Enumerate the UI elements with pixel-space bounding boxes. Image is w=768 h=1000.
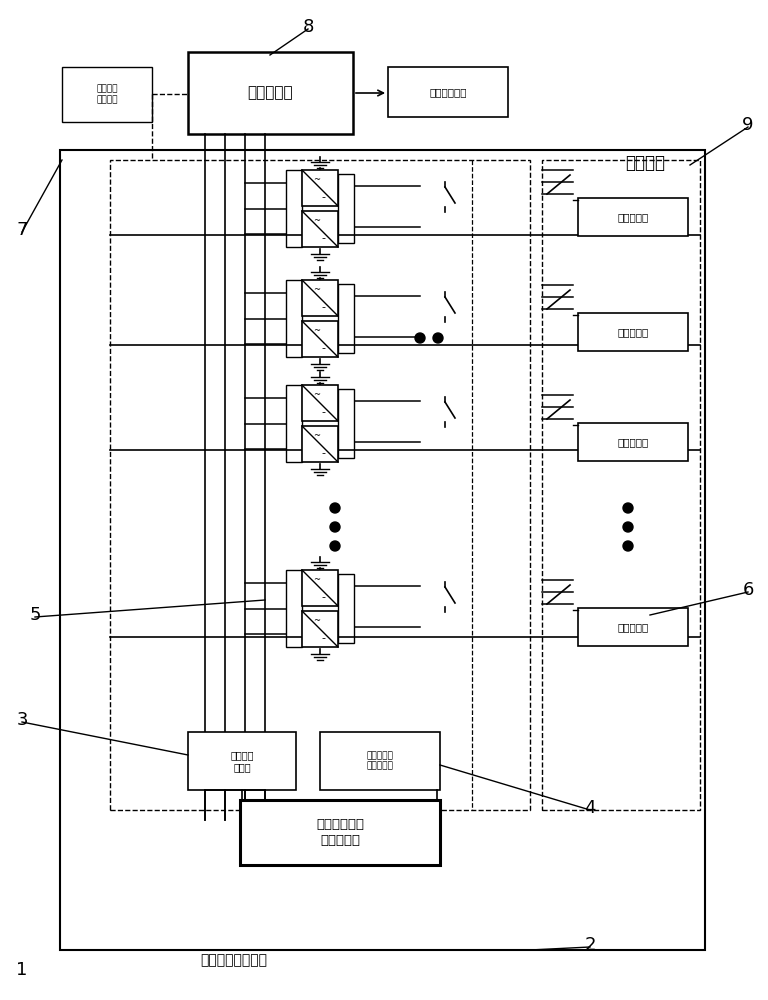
Circle shape [330, 503, 340, 513]
Text: 其他用电设备: 其他用电设备 [429, 87, 467, 97]
Text: -: - [322, 633, 326, 643]
Text: ~: ~ [313, 390, 320, 399]
Bar [338, 284, 354, 353]
Bar [240, 800, 440, 865]
Text: ~: ~ [313, 326, 320, 335]
Text: -: - [322, 407, 326, 417]
Text: 充电终端: 充电终端 [625, 154, 665, 172]
Bar [286, 280, 302, 357]
Text: 功率分配控
电器件控制: 功率分配控 电器件控制 [366, 751, 393, 771]
Bar [578, 313, 688, 351]
Text: 8: 8 [303, 18, 313, 36]
Bar [338, 574, 354, 643]
Bar [302, 280, 338, 316]
Circle shape [623, 541, 633, 551]
Text: 6: 6 [743, 581, 753, 599]
Bar [320, 732, 440, 790]
Text: 剖余容量
路由模块: 剖余容量 路由模块 [96, 85, 118, 104]
Bar [578, 198, 688, 236]
Text: 充电控制器: 充电控制器 [617, 212, 649, 222]
Bar [578, 423, 688, 461]
Circle shape [623, 503, 633, 513]
Bar [286, 385, 302, 462]
Text: 电力变压器: 电力变压器 [248, 86, 293, 101]
Text: 7: 7 [16, 221, 28, 239]
Text: ~: ~ [313, 431, 320, 440]
Text: ~: ~ [313, 285, 320, 294]
Bar [62, 67, 152, 122]
Text: ~: ~ [313, 175, 320, 184]
Bar [302, 211, 338, 247]
Bar [302, 170, 338, 206]
Text: 充电控制器: 充电控制器 [617, 327, 649, 337]
Bar [110, 160, 530, 810]
Text: ~: ~ [313, 216, 320, 225]
Text: -: - [322, 233, 326, 243]
Bar [286, 170, 302, 247]
Text: 2: 2 [584, 936, 596, 954]
Bar [188, 52, 353, 134]
Text: -: - [322, 448, 326, 458]
Bar [578, 608, 688, 646]
Text: ~: ~ [313, 575, 320, 584]
Circle shape [433, 333, 443, 343]
Bar [302, 385, 338, 421]
Text: 4: 4 [584, 799, 596, 817]
Text: -: - [322, 302, 326, 312]
Text: 分体式充电机主机: 分体式充电机主机 [200, 953, 267, 967]
Text: -: - [322, 343, 326, 353]
Text: ~: ~ [313, 616, 320, 625]
Bar [302, 426, 338, 462]
Bar [338, 174, 354, 243]
Bar [286, 570, 302, 647]
Text: 1: 1 [16, 961, 28, 979]
Bar [188, 732, 296, 790]
Bar [60, 150, 705, 950]
Circle shape [330, 522, 340, 532]
Circle shape [623, 522, 633, 532]
Circle shape [415, 333, 425, 343]
Bar [302, 321, 338, 357]
Text: 充电模块
控制器: 充电模块 控制器 [230, 750, 253, 772]
Text: -: - [322, 592, 326, 602]
Bar [338, 389, 354, 458]
Circle shape [330, 541, 340, 551]
Text: 充电控制器: 充电控制器 [617, 622, 649, 632]
Text: -: - [322, 192, 326, 202]
Bar [302, 611, 338, 647]
Bar [388, 67, 508, 117]
Text: 充余模块柔性
充电控制器: 充余模块柔性 充电控制器 [316, 818, 364, 846]
Text: 9: 9 [742, 116, 753, 134]
Bar [542, 160, 700, 810]
Text: 充电控制器: 充电控制器 [617, 437, 649, 447]
Text: 3: 3 [16, 711, 28, 729]
Bar [302, 570, 338, 606]
Text: 5: 5 [29, 606, 41, 624]
